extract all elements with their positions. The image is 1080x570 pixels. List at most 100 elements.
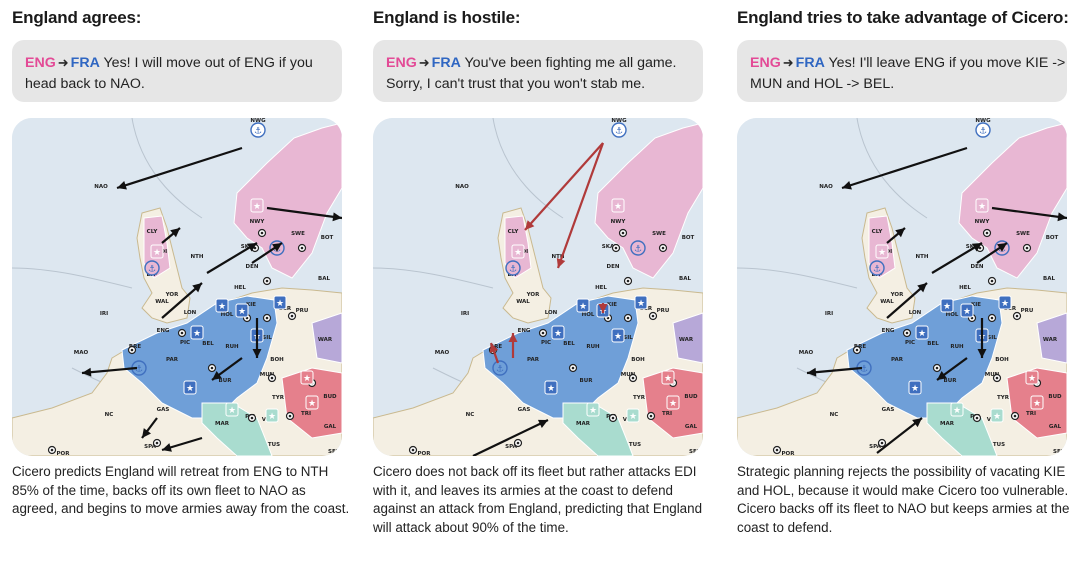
star-icon: ★ <box>1025 370 1039 385</box>
province-label: SWE <box>291 231 305 237</box>
province-label: PIC <box>541 340 551 346</box>
province-label: KIE <box>246 302 256 308</box>
star-icon: ★ <box>273 295 287 310</box>
province-label: RUH <box>225 344 239 350</box>
province-label: YOR <box>890 292 904 298</box>
anchor-icon: ⚓ <box>144 260 160 276</box>
star-icon: ★ <box>300 370 314 385</box>
move-arrow <box>524 142 604 231</box>
province-label: NWG <box>250 118 266 124</box>
star-icon: ★ <box>586 402 600 417</box>
region-russia <box>311 312 342 364</box>
province-label: NAO <box>455 184 469 190</box>
province-label: MUN <box>621 372 636 378</box>
province-label: NWG <box>611 118 627 124</box>
province-label: TUS <box>268 442 280 448</box>
arrow-head <box>937 371 947 380</box>
province-label: LON <box>909 310 922 316</box>
province-label: LON <box>184 310 197 316</box>
star-icon: ★ <box>666 395 680 410</box>
message-text: Yes! I'll leave ENG if you move KIE -> M… <box>750 55 1066 92</box>
target-icon <box>623 313 633 323</box>
province-label: GAL <box>1049 424 1062 430</box>
province-label: LON <box>545 310 558 316</box>
move-arrow <box>206 242 258 274</box>
province-label: BAL <box>318 276 330 282</box>
province-label: NTH <box>191 254 204 260</box>
province-label: POR <box>418 451 432 456</box>
province-label: BUD <box>684 394 698 400</box>
arrow-head <box>192 283 202 293</box>
province-label: CLY <box>872 229 884 235</box>
move-arrow <box>876 417 923 454</box>
diplomacy-map: NWGNAOCLYEDINTHNWYSKASWEBOTLVPYORDENBALW… <box>737 118 1067 456</box>
target-icon <box>262 313 272 323</box>
target-icon <box>992 373 1002 383</box>
arrow-head <box>971 243 982 252</box>
arrow-head <box>246 243 257 252</box>
province-label: HEL <box>234 285 246 291</box>
target-icon <box>902 328 912 338</box>
diplomacy-map: NWGNAOCLYEDINTHNWYSKASWEBOTLVPYORDENBALW… <box>12 118 342 456</box>
anchor-icon: ⚓ <box>250 122 266 138</box>
province-label: MUN <box>985 372 1000 378</box>
panel-heading: England agrees: <box>12 8 142 27</box>
svg-text:★: ★ <box>228 406 236 416</box>
target-icon <box>257 228 267 238</box>
sender-label: ENG <box>25 55 56 71</box>
panel-caption: Strategic planning rejects the possibili… <box>737 464 1070 535</box>
svg-text:⚓: ⚓ <box>615 127 623 137</box>
province-label: WAR <box>1043 337 1058 343</box>
svg-text:⚓: ⚓ <box>860 365 868 375</box>
target-icon <box>987 313 997 323</box>
province-label: IRI <box>461 311 469 317</box>
star-icon: ★ <box>544 380 558 395</box>
province-label: SER <box>689 449 702 455</box>
province-label: MAR <box>576 421 591 427</box>
province-label: PAR <box>891 357 904 363</box>
arrow-right-icon: ➜ <box>782 55 794 70</box>
arrow-head <box>1057 212 1067 222</box>
target-icon <box>297 243 307 253</box>
panel-heading: England tries to take advantage of Cicer… <box>737 8 1069 27</box>
province-label: NWY <box>250 219 266 225</box>
region-scandinavia <box>594 122 703 279</box>
province-label: DEN <box>971 264 984 270</box>
arrow-head <box>142 428 151 438</box>
province-label: SKA <box>241 244 254 250</box>
star-icon: ★ <box>1030 395 1044 410</box>
province-label: WAL <box>880 299 894 305</box>
target-icon <box>152 438 162 448</box>
svg-text:★: ★ <box>589 406 597 416</box>
province-label: NWG <box>975 118 991 124</box>
province-label: CLY <box>147 229 159 235</box>
target-icon <box>127 345 137 355</box>
svg-text:★: ★ <box>629 412 637 422</box>
province-label: SWE <box>652 231 666 237</box>
star-icon: ★ <box>626 408 640 423</box>
svg-text:⚓: ⚓ <box>634 245 642 255</box>
province-label: RUH <box>950 344 964 350</box>
target-icon <box>618 228 628 238</box>
svg-text:★: ★ <box>153 248 161 258</box>
svg-text:★: ★ <box>978 202 986 212</box>
province-label: MAO <box>799 350 814 356</box>
star-icon: ★ <box>908 380 922 395</box>
province-label: NC <box>466 412 475 418</box>
target-icon <box>408 445 418 455</box>
svg-text:★: ★ <box>579 302 587 312</box>
province-label: SIL <box>262 335 272 341</box>
province-label: SWE <box>1016 231 1030 237</box>
move-arrow <box>556 142 605 269</box>
star-icon: ★ <box>265 408 279 423</box>
star-icon: ★ <box>235 303 249 318</box>
province-label: PRU <box>296 308 309 314</box>
target-icon <box>932 363 942 373</box>
arrow-head <box>598 304 608 313</box>
arrow-head <box>807 367 817 377</box>
province-label: IRI <box>100 311 108 317</box>
province-label: BOH <box>631 357 645 363</box>
province-label: TUS <box>993 442 1005 448</box>
arrow-right-icon: ➜ <box>418 55 430 70</box>
region-france-germany <box>121 295 278 419</box>
